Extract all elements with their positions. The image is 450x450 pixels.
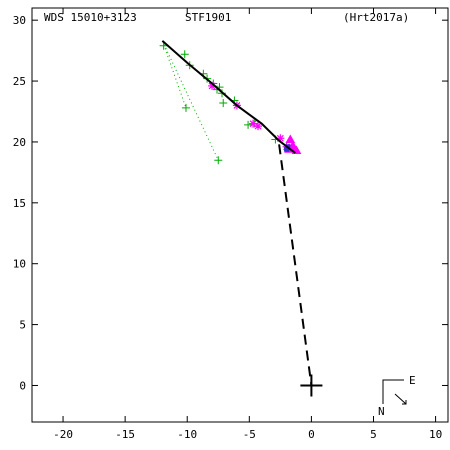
- header-discoverer: STF1901: [185, 11, 231, 24]
- y-tick-label: 20: [13, 136, 26, 149]
- orbit-arc: [161, 40, 296, 154]
- compass-rose: E N: [378, 374, 416, 418]
- observation-triangle: [285, 134, 296, 144]
- header-reference: (Hrt2017a): [343, 11, 409, 24]
- compass-motion-arrow: [394, 393, 407, 405]
- axes-frame: [31, 7, 449, 423]
- y-tick-label: 0: [19, 379, 26, 392]
- observation-plus: [180, 50, 189, 59]
- observation-square: [284, 146, 290, 152]
- compass-north-label: N: [378, 405, 385, 418]
- compass-east-label: E: [409, 374, 416, 387]
- x-tick-label: -10: [177, 428, 197, 441]
- y-tick-label: 5: [19, 319, 26, 332]
- compass-arrow-head: [402, 400, 407, 405]
- x-tick-label: 5: [370, 428, 377, 441]
- y-tick-label: 10: [13, 258, 26, 271]
- node-line: [278, 144, 313, 386]
- observation-asterisk: [208, 81, 217, 90]
- header-wds-id: WDS 15010+3123: [44, 11, 137, 24]
- observation-plus: [214, 156, 223, 165]
- y-tick-label: 25: [13, 75, 26, 88]
- x-tick-label: -20: [53, 428, 73, 441]
- y-tick-label: 30: [13, 14, 26, 27]
- x-tick-label: 10: [429, 428, 442, 441]
- observation-asterisk: [254, 122, 263, 131]
- x-tick-label: -15: [115, 428, 135, 441]
- orbit-layer: [161, 40, 323, 397]
- plot-frame: [31, 7, 449, 423]
- observation-asterisk: [276, 134, 285, 143]
- x-tick-label: 0: [308, 428, 315, 441]
- primary-star-marker: [300, 374, 323, 397]
- observation-plus: [244, 120, 253, 129]
- observation-plus: [181, 103, 190, 112]
- observation-asterisk: [249, 119, 258, 128]
- x-tick-label: -5: [243, 428, 256, 441]
- observation-plus: [219, 98, 228, 107]
- axis-ticks: -20 -15 -10 -5 0 5 10 0 5 10 15 20 25 30: [13, 8, 448, 441]
- y-tick-label: 15: [13, 197, 26, 210]
